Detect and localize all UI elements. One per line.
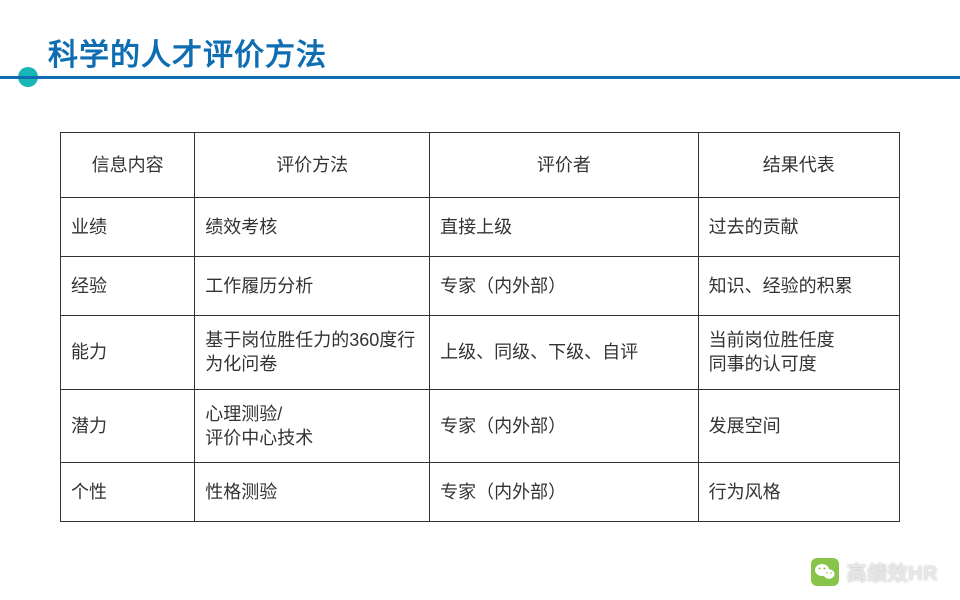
col-header: 信息内容	[61, 133, 195, 198]
cell: 专家（内外部）	[430, 257, 698, 316]
table-row: 能力 基于岗位胜任力的360度行为化问卷 上级、同级、下级、自评 当前岗位胜任度…	[61, 316, 900, 390]
cell: 知识、经验的积累	[698, 257, 899, 316]
cell: 个性	[61, 463, 195, 522]
cell: 上级、同级、下级、自评	[430, 316, 698, 390]
cell: 专家（内外部）	[430, 463, 698, 522]
cell: 专家（内外部）	[430, 389, 698, 463]
cell: 行为风格	[698, 463, 899, 522]
cell: 过去的贡献	[698, 198, 899, 257]
table-header-row: 信息内容 评价方法 评价者 结果代表	[61, 133, 900, 198]
slide: 科学的人才评价方法 信息内容 评价方法 评价者 结果代表 业绩 绩效考核 直接上…	[0, 0, 960, 600]
cell: 基于岗位胜任力的360度行为化问卷	[195, 316, 430, 390]
watermark-text: 高绩效HR	[847, 557, 938, 586]
table-body: 业绩 绩效考核 直接上级 过去的贡献 经验 工作履历分析 专家（内外部） 知识、…	[61, 198, 900, 522]
cell: 绩效考核	[195, 198, 430, 257]
cell: 心理测验/评价中心技术	[195, 389, 430, 463]
cell: 直接上级	[430, 198, 698, 257]
col-header: 结果代表	[698, 133, 899, 198]
table-row: 经验 工作履历分析 专家（内外部） 知识、经验的积累	[61, 257, 900, 316]
evaluation-table-wrap: 信息内容 评价方法 评价者 结果代表 业绩 绩效考核 直接上级 过去的贡献 经验…	[60, 132, 900, 522]
wechat-icon	[811, 558, 839, 586]
cell: 性格测验	[195, 463, 430, 522]
cell: 潜力	[61, 389, 195, 463]
cell: 经验	[61, 257, 195, 316]
watermark: 高绩效HR	[811, 557, 938, 586]
cell: 能力	[61, 316, 195, 390]
cell: 业绩	[61, 198, 195, 257]
title-underline	[0, 76, 960, 79]
col-header: 评价者	[430, 133, 698, 198]
table-row: 业绩 绩效考核 直接上级 过去的贡献	[61, 198, 900, 257]
cell: 当前岗位胜任度同事的认可度	[698, 316, 899, 390]
cell: 工作履历分析	[195, 257, 430, 316]
cell: 发展空间	[698, 389, 899, 463]
page-title: 科学的人才评价方法	[40, 30, 327, 74]
evaluation-table: 信息内容 评价方法 评价者 结果代表 业绩 绩效考核 直接上级 过去的贡献 经验…	[60, 132, 900, 522]
title-row: 科学的人才评价方法	[40, 30, 920, 74]
col-header: 评价方法	[195, 133, 430, 198]
table-row: 潜力 心理测验/评价中心技术 专家（内外部） 发展空间	[61, 389, 900, 463]
table-row: 个性 性格测验 专家（内外部） 行为风格	[61, 463, 900, 522]
